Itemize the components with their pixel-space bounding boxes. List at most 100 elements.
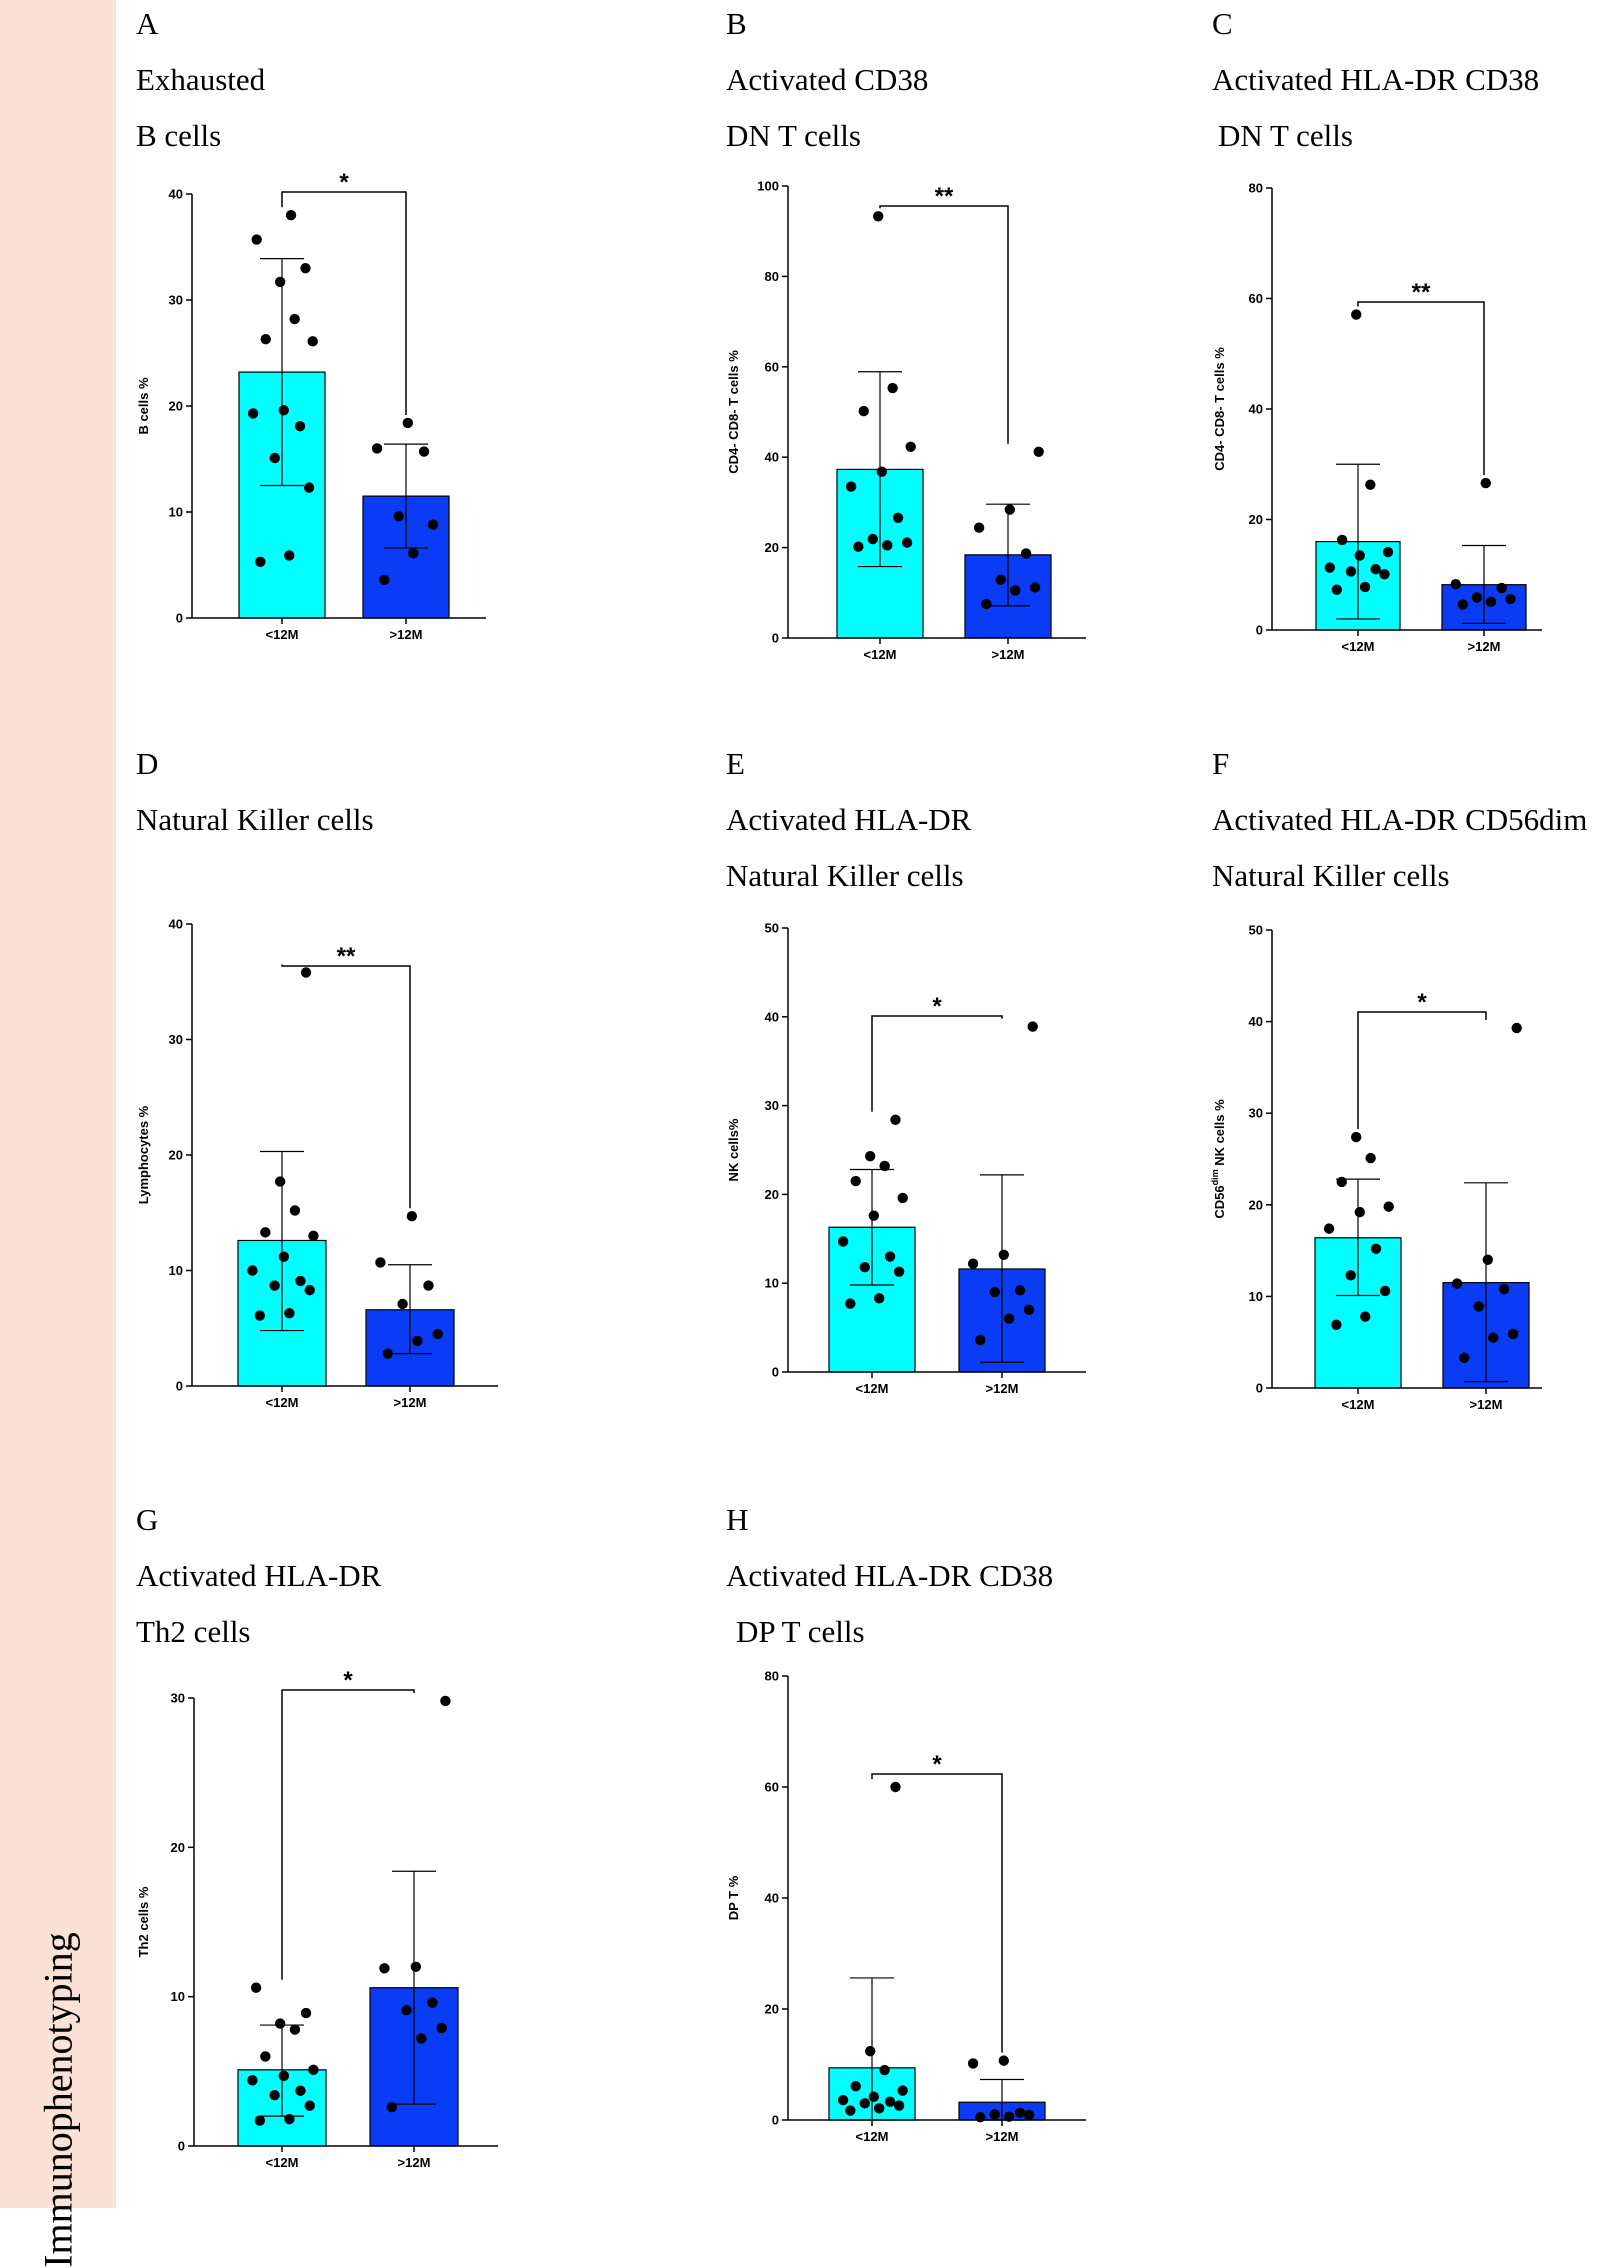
data-point <box>432 1328 443 1340</box>
data-point <box>1511 1022 1522 1034</box>
y-axis-label: DP T % <box>726 1875 741 1920</box>
data-point <box>254 1310 266 1321</box>
data-point <box>1350 1131 1362 1143</box>
chart-f: CD56dim NK cells % 0 10 20 30 40 50 <12M >12M * <box>1210 923 1542 1412</box>
data-point <box>967 1258 979 1269</box>
y-tick-label: 60 <box>1249 291 1263 306</box>
y-tick-label: 10 <box>171 1989 185 2004</box>
chart-d: Lymphocytes % 0 10 20 30 40 <12M >12M ** <box>136 917 498 1410</box>
y-tick-label: 0 <box>772 631 779 646</box>
data-point <box>893 2100 905 2111</box>
y-tick-label: 40 <box>765 450 779 465</box>
data-point <box>1485 596 1497 608</box>
data-point <box>890 1114 901 1126</box>
data-point <box>1004 1313 1015 1324</box>
data-point <box>1354 1206 1366 1218</box>
x-tick-label: <12M <box>856 1381 889 1396</box>
y-tick-label: 20 <box>765 2002 779 2017</box>
panel-letter: C <box>1212 6 1233 41</box>
data-point <box>307 336 318 347</box>
data-point <box>255 556 266 568</box>
data-point <box>284 1308 295 1319</box>
data-point <box>845 1298 856 1309</box>
data-point <box>1498 1283 1510 1295</box>
data-point <box>1471 592 1483 603</box>
data-point <box>1004 2111 1015 2122</box>
data-point <box>1365 479 1376 490</box>
panel-title-line1: Activated CD38 <box>726 62 929 97</box>
y-tick-label: 40 <box>1249 402 1263 417</box>
data-point <box>868 2091 880 2102</box>
data-point <box>1379 568 1390 580</box>
y-tick-label: 30 <box>169 293 183 308</box>
y-tick-label: 50 <box>1249 923 1263 938</box>
x-tick-label: >12M <box>1470 1397 1503 1412</box>
data-point <box>1370 564 1381 575</box>
data-point <box>850 2080 861 2092</box>
y-tick-label: 50 <box>765 921 779 936</box>
data-point <box>1450 578 1461 590</box>
data-point <box>294 420 306 432</box>
data-point <box>278 405 290 416</box>
data-point <box>853 541 864 552</box>
data-point <box>304 2100 315 2111</box>
y-tick-label: 0 <box>176 611 183 626</box>
panel-title-line2: Th2 cells <box>136 1614 251 1649</box>
x-tick-label: >12M <box>398 2155 431 2170</box>
x-tick-label: <12M <box>266 627 299 642</box>
data-point <box>254 2115 266 2126</box>
data-point <box>285 210 297 221</box>
data-point <box>1480 477 1491 489</box>
data-point <box>269 2090 280 2101</box>
data-point <box>1505 593 1516 605</box>
y-tick-label: 40 <box>765 1009 779 1024</box>
data-point <box>837 1236 849 1247</box>
data-point <box>284 550 295 561</box>
data-point <box>872 211 884 222</box>
y-tick-label: 10 <box>169 1263 183 1278</box>
data-point <box>308 2064 319 2076</box>
data-point <box>989 1286 1000 1298</box>
significance-label: * <box>339 169 349 196</box>
data-point <box>1023 2109 1035 2121</box>
y-tick-label: 100 <box>757 179 779 194</box>
data-point <box>1459 1352 1470 1363</box>
data-point <box>874 1293 885 1304</box>
y-tick-label: 20 <box>171 1840 185 1855</box>
data-point <box>1029 582 1041 593</box>
data-point <box>1010 585 1021 596</box>
x-tick-label: <12M <box>266 2155 299 2170</box>
y-tick-label: 0 <box>176 1379 183 1394</box>
panel-title-line1: Activated HLA-DR CD38 <box>1212 62 1540 97</box>
data-point <box>850 1175 861 1187</box>
data-point <box>1027 1021 1038 1032</box>
data-point <box>1331 584 1343 595</box>
panel-letter: G <box>136 1502 159 1537</box>
panel-title-line2: DN T cells <box>726 118 861 153</box>
data-point <box>406 1211 418 1222</box>
data-point <box>386 2101 398 2113</box>
data-point <box>967 2058 979 2069</box>
data-point <box>289 313 300 325</box>
x-tick-label: <12M <box>1342 639 1375 654</box>
data-point <box>440 1695 451 1707</box>
data-point <box>278 2070 290 2082</box>
y-tick-label: 40 <box>765 1891 779 1906</box>
data-point <box>303 482 315 493</box>
significance-label: * <box>1417 989 1427 1016</box>
significance-bracket <box>281 191 407 415</box>
data-point <box>845 2105 856 2116</box>
y-tick-label: 20 <box>765 1187 779 1202</box>
y-tick-label: 10 <box>169 505 183 520</box>
significance-label: * <box>932 1751 942 1778</box>
data-point <box>412 1335 423 1347</box>
data-point <box>837 2094 849 2106</box>
y-axis-label: NK cells% <box>726 1118 741 1181</box>
y-tick-label: 10 <box>1249 1289 1263 1304</box>
y-tick-label: 0 <box>772 1365 779 1380</box>
data-point <box>981 598 992 610</box>
data-point <box>418 446 430 457</box>
y-tick-label: 80 <box>765 269 779 284</box>
y-tick-label: 80 <box>765 1669 779 1684</box>
side-label: Immunophenotyping <box>35 1932 81 2268</box>
